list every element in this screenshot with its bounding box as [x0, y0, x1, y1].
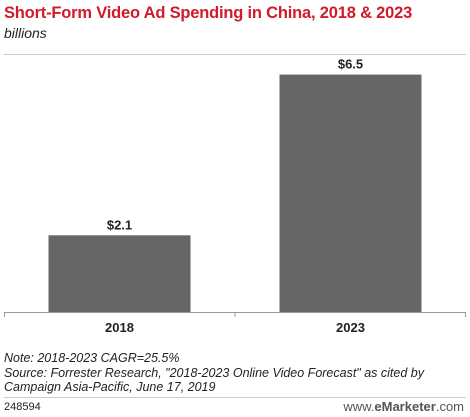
source-text: Source: Forrester Research, "2018-2023 O…	[4, 365, 424, 395]
bar-chart: $2.1 2018 $6.5 2023	[4, 57, 466, 335]
bar-2023	[279, 74, 422, 312]
logo-brand: eMarketer	[374, 399, 436, 414]
chart-subtitle: billions	[4, 25, 47, 41]
bar-2018	[48, 235, 191, 312]
logo-suffix: .com	[435, 399, 464, 414]
chart-id: 248594	[4, 401, 41, 413]
data-label-2023: $6.5	[338, 57, 363, 72]
x-tick-label-2023: 2023	[336, 320, 365, 335]
emarketer-logo: www.eMarketer.com	[343, 399, 464, 414]
x-tick-label-2018: 2018	[105, 320, 134, 335]
logo-prefix: www.	[343, 399, 375, 414]
header-divider	[4, 54, 466, 55]
data-label-2018: $2.1	[107, 217, 132, 232]
note-text: Note: 2018-2023 CAGR=25.5%	[4, 351, 180, 365]
chart-notes: Note: 2018-2023 CAGR=25.5% Source: Forre…	[4, 351, 466, 395]
footer-divider	[4, 397, 466, 398]
chart-title: Short-Form Video Ad Spending in China, 2…	[4, 4, 413, 22]
